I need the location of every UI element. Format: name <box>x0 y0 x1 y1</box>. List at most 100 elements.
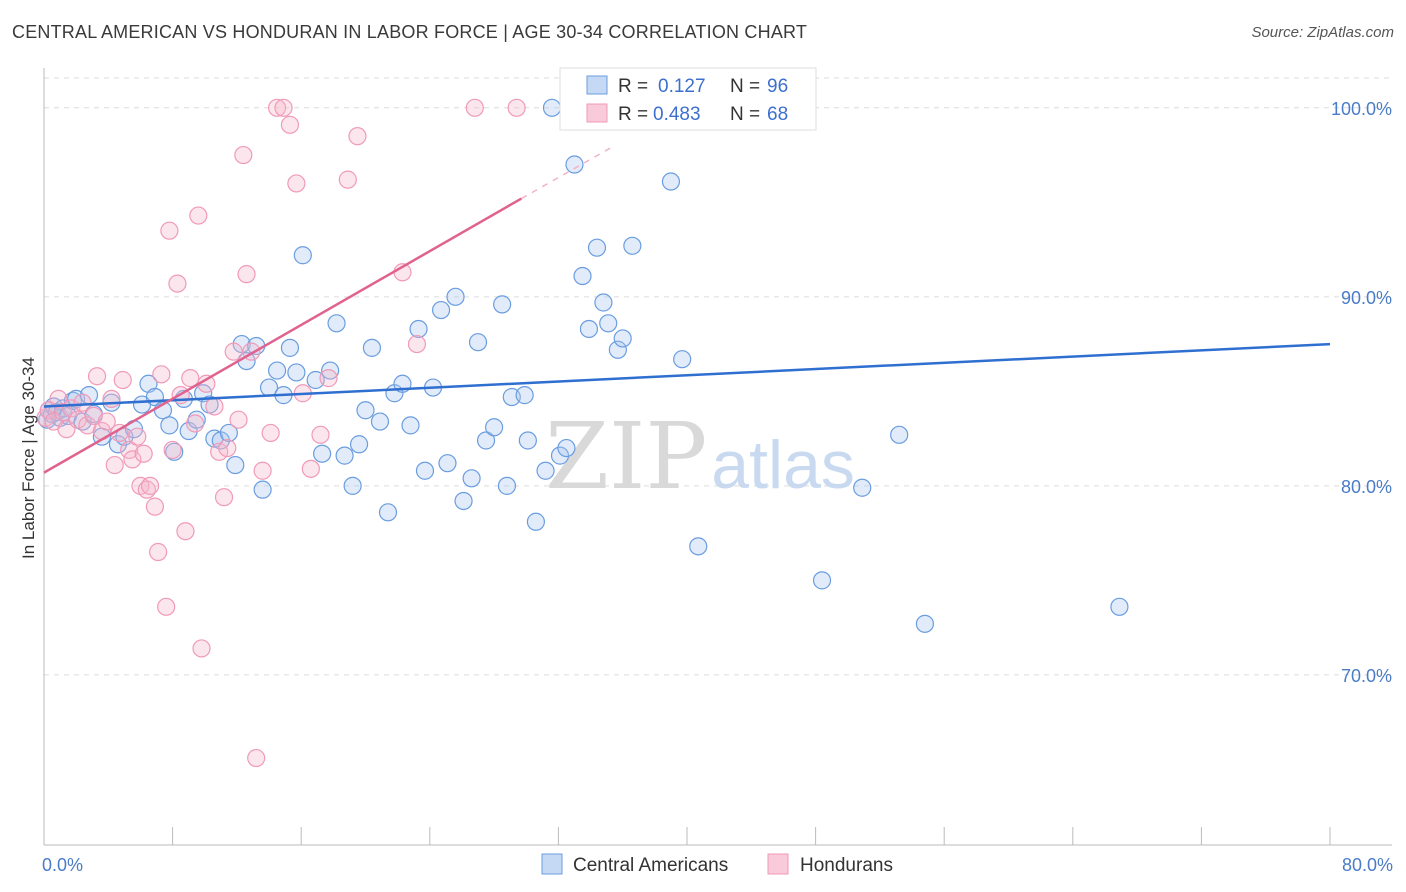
honduran-point <box>163 440 182 460</box>
legend-swatch-central-americans <box>586 75 608 95</box>
svg-text:N =: N = <box>730 76 760 97</box>
chart-source: Source: ZipAtlas.com <box>1251 24 1394 41</box>
honduran-point <box>267 98 287 117</box>
central-american-point <box>623 236 642 255</box>
hondurans-points <box>36 98 526 768</box>
honduran-point <box>287 174 306 193</box>
central-american-point <box>536 461 555 480</box>
central-american-point <box>1110 597 1129 616</box>
central-american-point <box>454 491 473 511</box>
y-tick-label: 100.0% <box>1331 99 1392 119</box>
honduran-point <box>237 265 256 284</box>
honduran-point <box>319 369 338 388</box>
axes <box>43 68 1392 846</box>
x-tick-label-min: 0.0% <box>42 855 83 875</box>
central-american-point <box>493 295 512 314</box>
central-american-point <box>550 446 570 465</box>
honduran-point <box>145 497 165 516</box>
central-american-point <box>349 435 369 454</box>
central-american-point <box>515 386 534 405</box>
hondurans-trend-line <box>43 197 523 474</box>
central-american-point <box>446 287 465 306</box>
honduran-point <box>311 425 330 444</box>
central-americans-trend-line <box>43 342 1331 408</box>
central-american-point <box>401 416 420 435</box>
central-american-point <box>594 293 613 312</box>
svg-text:R =: R = <box>618 104 648 125</box>
central-american-point <box>287 363 306 382</box>
honduran-point <box>140 476 160 495</box>
honduran-point <box>157 597 176 616</box>
honduran-point <box>149 542 168 562</box>
central-american-point <box>673 350 692 369</box>
honduran-point <box>186 414 205 433</box>
central-american-point <box>587 238 607 257</box>
honduran-point <box>229 410 248 429</box>
honduran-point <box>338 170 357 189</box>
svg-text:Hondurans: Hondurans <box>800 855 893 876</box>
honduran-point <box>181 369 200 388</box>
svg-text:N =: N = <box>730 104 760 125</box>
y-tick-label: 90.0% <box>1341 288 1392 308</box>
svg-text:0.127: 0.127 <box>658 76 706 97</box>
honduran-point <box>192 639 211 658</box>
honduran-point <box>102 389 121 409</box>
svg-text:R =: R = <box>618 76 648 97</box>
central-american-point <box>599 314 618 333</box>
central-american-point <box>608 340 627 359</box>
central-american-point <box>476 431 496 450</box>
central-american-point <box>579 319 599 339</box>
honduran-point <box>176 522 195 541</box>
central-americans-points <box>38 98 1129 633</box>
honduran-point <box>205 397 224 416</box>
central-american-point <box>518 431 537 450</box>
honduran-point <box>113 370 132 390</box>
correlation-legend: R = 0.127 N = 96 R = 0.483 N = 68 <box>559 67 817 131</box>
legend-swatch-bottom-hondurans <box>767 853 789 875</box>
central-american-point <box>415 461 435 480</box>
honduran-point <box>128 427 147 446</box>
honduran-point <box>123 450 142 469</box>
central-american-point <box>312 444 332 463</box>
honduran-point <box>407 334 427 354</box>
central-american-point <box>485 418 504 437</box>
central-american-point <box>409 319 428 339</box>
central-american-point <box>431 300 451 320</box>
honduran-point <box>348 127 367 146</box>
svg-text:Central Americans: Central Americans <box>573 855 728 876</box>
central-american-point <box>378 503 398 522</box>
y-axis-label: In Labor Force | Age 30-34 <box>19 357 38 559</box>
central-american-point <box>661 172 681 191</box>
central-american-point <box>812 571 832 590</box>
svg-text:96: 96 <box>767 76 788 97</box>
honduran-point <box>97 412 116 431</box>
honduran-point <box>261 423 280 443</box>
central-american-point <box>497 476 517 495</box>
honduran-point <box>105 455 124 475</box>
central-american-point <box>343 476 362 495</box>
honduran-point <box>87 367 107 386</box>
central-american-point <box>293 246 312 265</box>
central-american-point <box>253 480 272 499</box>
svg-text:68: 68 <box>767 104 788 125</box>
honduran-point <box>73 393 92 412</box>
trend-lines <box>43 144 1331 474</box>
central-american-point <box>526 512 545 531</box>
central-american-point <box>557 438 576 458</box>
central-american-point <box>462 469 481 488</box>
chart-title: CENTRAL AMERICAN VS HONDURAN IN LABOR FO… <box>12 22 808 42</box>
series-legend: Central Americans Hondurans <box>541 853 893 876</box>
central-american-point <box>108 435 128 454</box>
honduran-point <box>301 459 320 478</box>
honduran-point <box>224 342 243 361</box>
hondurans-trend-extension <box>521 144 616 200</box>
central-american-point <box>321 361 340 380</box>
honduran-point <box>168 274 187 293</box>
honduran-point <box>253 461 272 480</box>
honduran-point <box>465 98 484 117</box>
y-tick-label: 80.0% <box>1341 477 1392 497</box>
central-american-point <box>565 155 584 174</box>
honduran-point <box>274 98 293 117</box>
central-american-point <box>542 98 562 117</box>
